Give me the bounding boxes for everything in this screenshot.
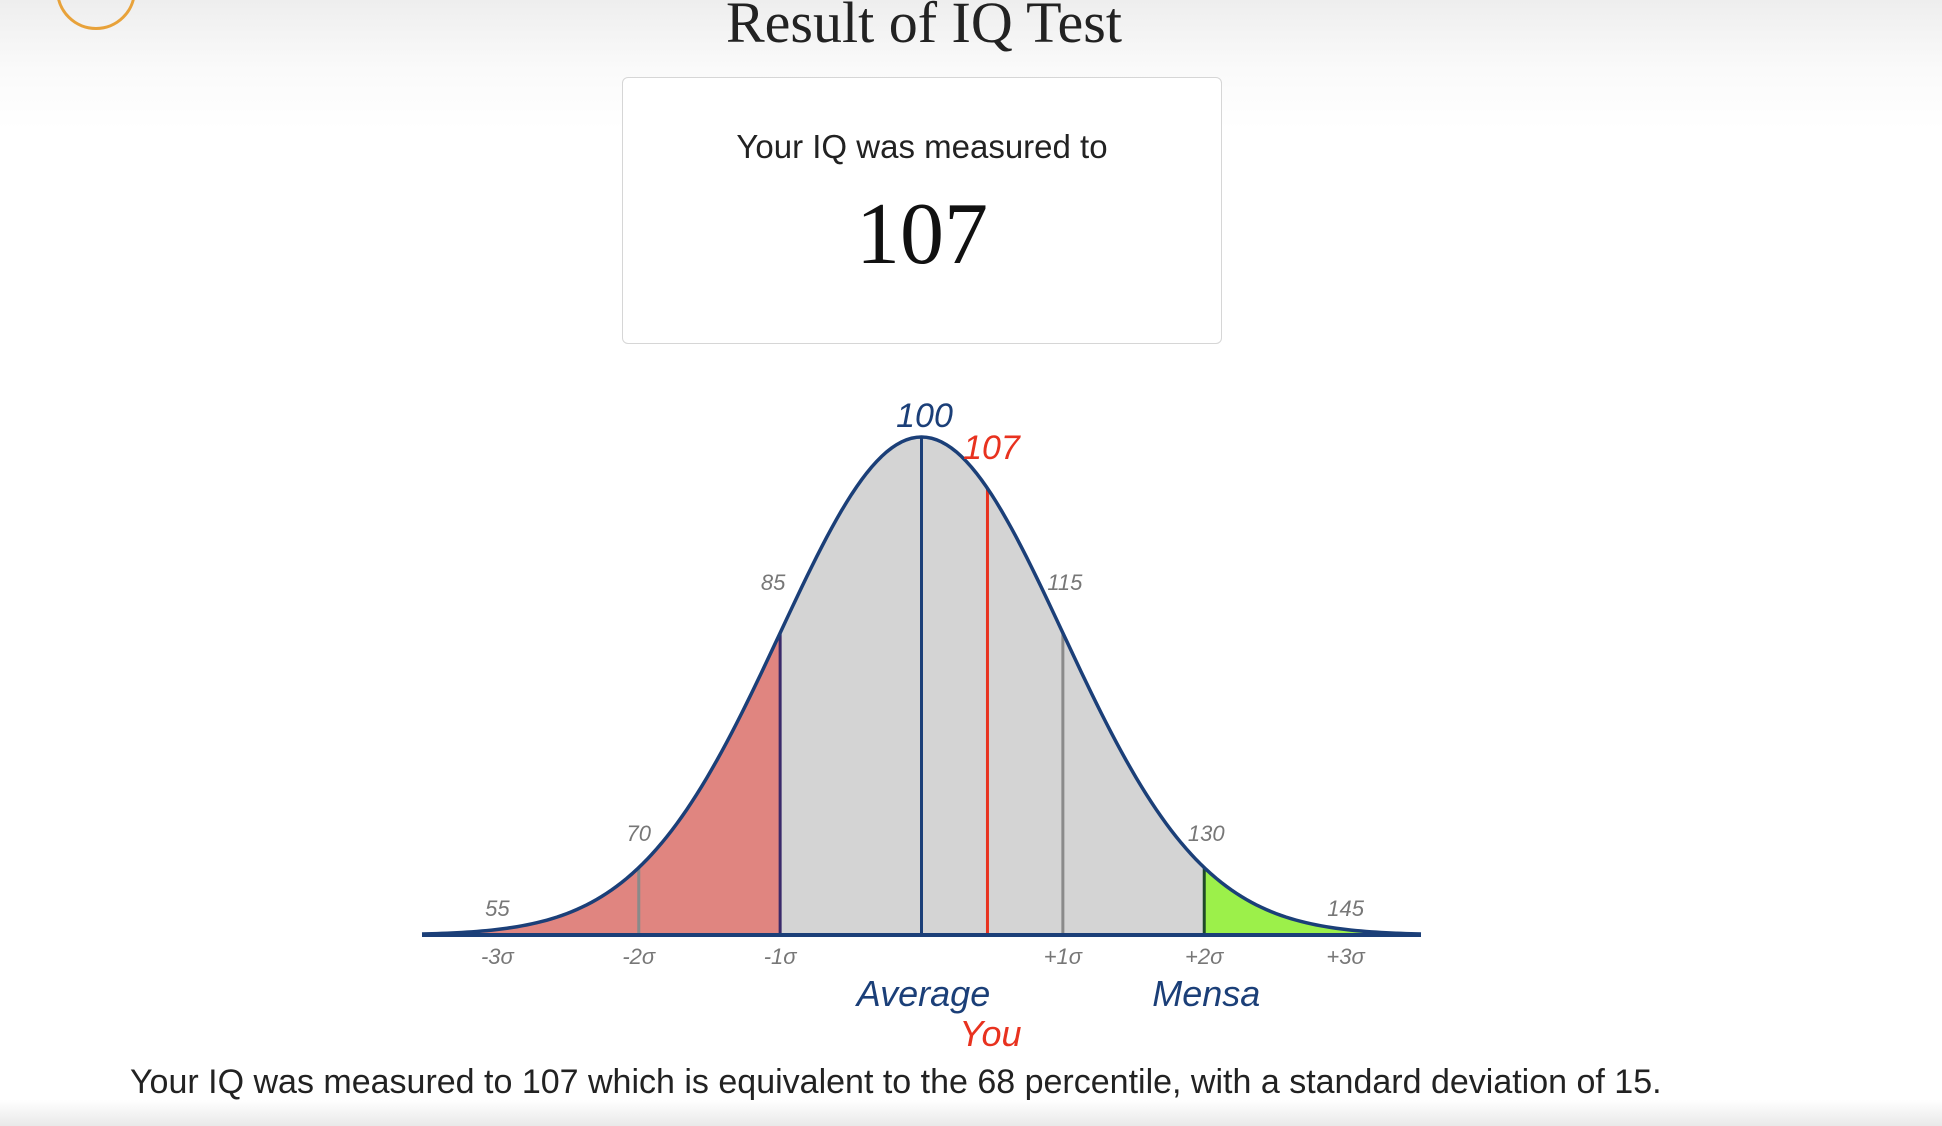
tick-label-85: 85 [761, 570, 786, 595]
you-caption: You [959, 1013, 1021, 1054]
mean-value-label: 100 [896, 397, 953, 435]
iq-score: 107 [856, 186, 988, 283]
below-average-region [422, 632, 781, 935]
tick-label-70: 70 [627, 821, 652, 846]
page-title: Result of IQ Test [725, 0, 1122, 55]
tick-label-130: 130 [1188, 821, 1225, 846]
sigma-label-minus-2: -2σ [622, 944, 656, 969]
sigma-label-minus-3: -3σ [481, 944, 515, 969]
sigma-label-plus-3: +3σ [1326, 944, 1365, 969]
bell-curve-line [421, 435, 1422, 936]
mensa-caption: Mensa [1152, 973, 1260, 1014]
tick-label-55: 55 [485, 896, 510, 921]
result-caption: Your IQ was measured to [736, 128, 1108, 165]
average-region [780, 437, 1205, 935]
you-value-label: 107 [963, 429, 1021, 467]
result-summary: Your IQ was measured to 107 which is equ… [130, 1063, 1662, 1101]
sigma-label-plus-1: +1σ [1044, 944, 1083, 969]
sigma-label-plus-2: +2σ [1185, 944, 1224, 969]
mensa-region [1204, 867, 1421, 935]
sigma-label-minus-1: -1σ [764, 944, 798, 969]
result-card: Your IQ was measured to 107 [622, 77, 1222, 344]
tick-label-115: 115 [1047, 570, 1083, 595]
average-caption: Average [855, 973, 990, 1014]
tick-label-145: 145 [1327, 896, 1364, 921]
